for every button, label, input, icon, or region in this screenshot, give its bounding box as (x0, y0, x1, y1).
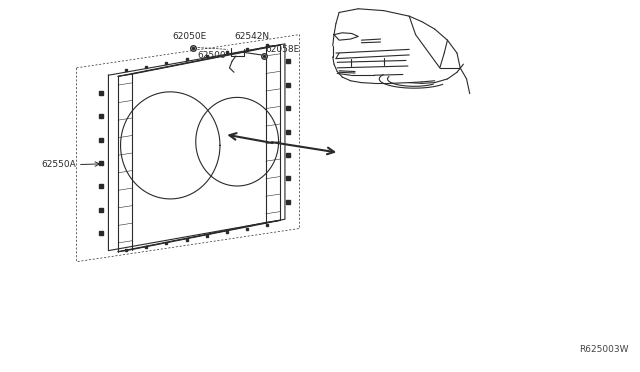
Text: 62542N: 62542N (234, 32, 269, 41)
Text: R625003W: R625003W (580, 345, 629, 354)
Text: 62550A: 62550A (41, 160, 76, 170)
Text: 62050E: 62050E (172, 32, 207, 41)
Text: 62500: 62500 (197, 51, 226, 61)
Text: 62058E: 62058E (266, 45, 300, 54)
